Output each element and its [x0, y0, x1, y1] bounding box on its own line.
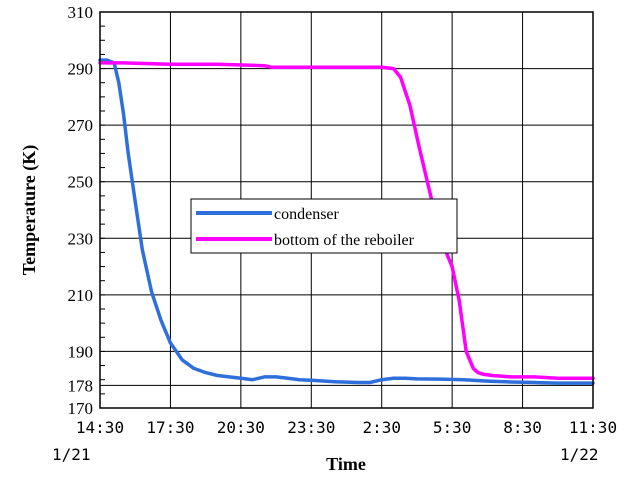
y-axis-title: Temperature (K): [19, 145, 40, 275]
y-axis-ticks: 170 178 190 210 230 250 270 290 310: [68, 3, 105, 418]
series-lines: [98, 58, 595, 385]
y-tick-label-178: 178: [68, 376, 94, 395]
y-tick-label-170: 170: [68, 399, 94, 418]
x-axis-ticks: 14:30 17:30 20:30 23:30 2:30 5:30 8:30 11:30: [76, 418, 617, 437]
x-tick-label-2: 20:30: [217, 418, 265, 437]
x-tick-label-5: 5:30: [433, 418, 472, 437]
y-tick-label-270: 270: [68, 116, 94, 135]
grid-lines: [100, 12, 593, 408]
y-tick-label-190: 190: [68, 342, 94, 361]
legend-label-condenser: condenser: [274, 206, 340, 223]
series-line-reboiler-bottom: [98, 61, 595, 381]
x-tick-label-3: 23:30: [287, 418, 335, 437]
x-tick-label-4: 2:30: [362, 418, 401, 437]
x-tick-label-6: 8:30: [503, 418, 542, 437]
legend-box: [190, 198, 458, 254]
legend-label-reboiler: bottom of the reboiler: [274, 232, 415, 249]
series-line-condenser: [98, 58, 595, 385]
y-tick-label-250: 250: [68, 173, 94, 192]
legend: condenser bottom of the reboiler: [190, 198, 458, 254]
x-start-date: 1/21: [52, 445, 91, 464]
x-tick-label-0: 14:30: [76, 418, 124, 437]
y-tick-label-210: 210: [68, 286, 94, 305]
y-tick-label-310: 310: [68, 3, 94, 22]
x-tick-label-1: 17:30: [146, 418, 194, 437]
y-tick-label-290: 290: [68, 60, 94, 79]
x-end-date: 1/22: [560, 445, 599, 464]
x-tick-label-7: 11:30: [569, 418, 617, 437]
y-tick-label-230: 230: [68, 229, 94, 248]
x-axis-title: Time: [326, 454, 366, 474]
